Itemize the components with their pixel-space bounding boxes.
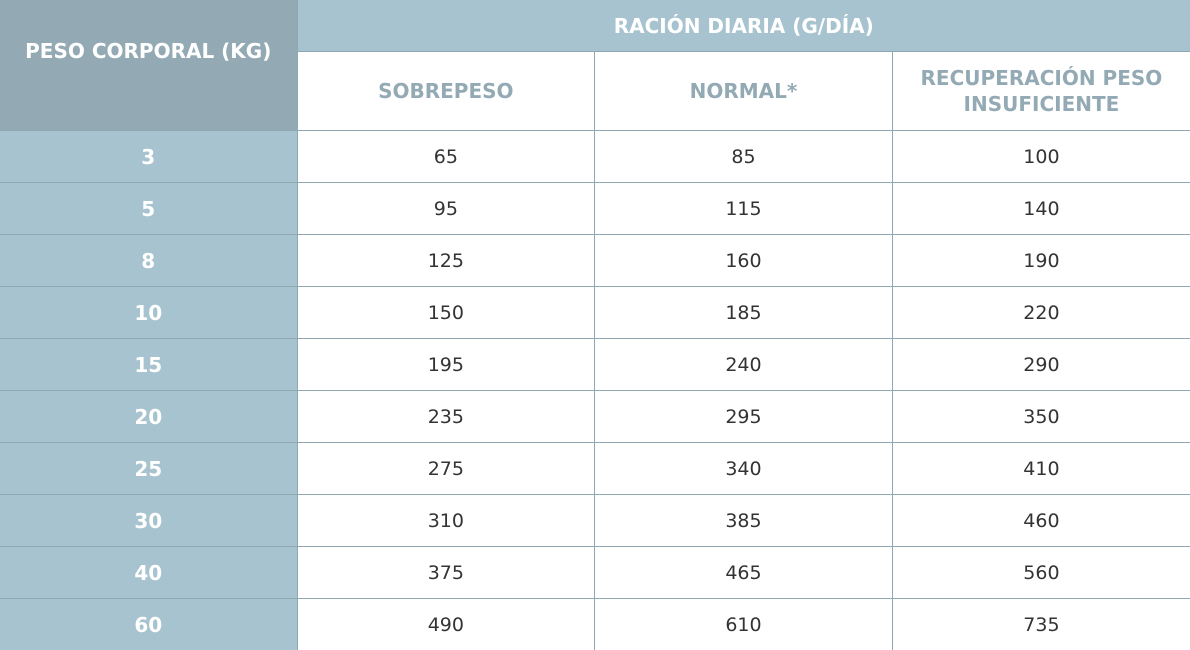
weight-cell: 20 xyxy=(0,390,298,443)
weight-cell: 25 xyxy=(0,442,298,495)
weight-cell: 30 xyxy=(0,494,298,547)
weight-cell: 15 xyxy=(0,338,298,391)
weight-cell: 40 xyxy=(0,546,298,599)
weight-cell: 60 xyxy=(0,598,298,650)
ration-cell: 310 xyxy=(296,494,596,547)
ration-cell: 125 xyxy=(296,234,596,287)
ration-cell: 610 xyxy=(594,598,893,650)
table-row: 3 65 85 100 xyxy=(0,130,1190,183)
table-row: 5 95 115 140 xyxy=(0,182,1190,235)
ration-cell: 195 xyxy=(296,338,596,391)
ration-cell: 85 xyxy=(594,130,893,183)
table-row: 25 275 340 410 xyxy=(0,442,1190,495)
column-header: RECUPERACIÓN PESO INSUFICIENTE xyxy=(891,51,1190,131)
ration-cell: 185 xyxy=(594,286,893,339)
ration-cell: 340 xyxy=(594,442,893,495)
ration-cell: 115 xyxy=(594,182,893,235)
ration-cell: 375 xyxy=(296,546,596,599)
ration-cell: 160 xyxy=(594,234,893,287)
ration-cell: 275 xyxy=(296,442,596,495)
column-header: NORMAL* xyxy=(594,51,893,131)
ration-cell: 490 xyxy=(296,598,596,650)
table-row: 15 195 240 290 xyxy=(0,338,1190,391)
table-row: 60 490 610 735 xyxy=(0,598,1190,650)
ration-cell: 735 xyxy=(891,598,1190,650)
weight-cell: 8 xyxy=(0,234,298,287)
ration-cell: 560 xyxy=(891,546,1190,599)
ration-cell: 240 xyxy=(594,338,893,391)
column-header: SOBREPESO xyxy=(296,51,596,131)
table-row: 30 310 385 460 xyxy=(0,494,1190,547)
ration-cell: 350 xyxy=(891,390,1190,443)
table-row: 20 235 295 350 xyxy=(0,390,1190,443)
ration-cell: 295 xyxy=(594,390,893,443)
table-row: 10 150 185 220 xyxy=(0,286,1190,339)
ration-cell: 460 xyxy=(891,494,1190,547)
ration-cell: 95 xyxy=(296,182,596,235)
ration-cell: 385 xyxy=(594,494,893,547)
ration-cell: 150 xyxy=(296,286,596,339)
ration-cell: 220 xyxy=(891,286,1190,339)
ration-cell: 140 xyxy=(891,182,1190,235)
ration-cell: 290 xyxy=(891,338,1190,391)
table-row: 40 375 465 560 xyxy=(0,546,1190,599)
weight-cell: 10 xyxy=(0,286,298,339)
ration-cell: 410 xyxy=(891,442,1190,495)
ration-cell: 235 xyxy=(296,390,596,443)
weight-header: PESO CORPORAL (KG) xyxy=(0,0,298,131)
ration-cell: 65 xyxy=(296,130,596,183)
table-row: 8 125 160 190 xyxy=(0,234,1190,287)
daily-ration-header: RACIÓN DIARIA (G/DÍA) xyxy=(296,0,1190,52)
ration-cell: 100 xyxy=(891,130,1190,183)
ration-cell: 465 xyxy=(594,546,893,599)
weight-cell: 5 xyxy=(0,182,298,235)
ration-cell: 190 xyxy=(891,234,1190,287)
weight-cell: 3 xyxy=(0,130,298,183)
